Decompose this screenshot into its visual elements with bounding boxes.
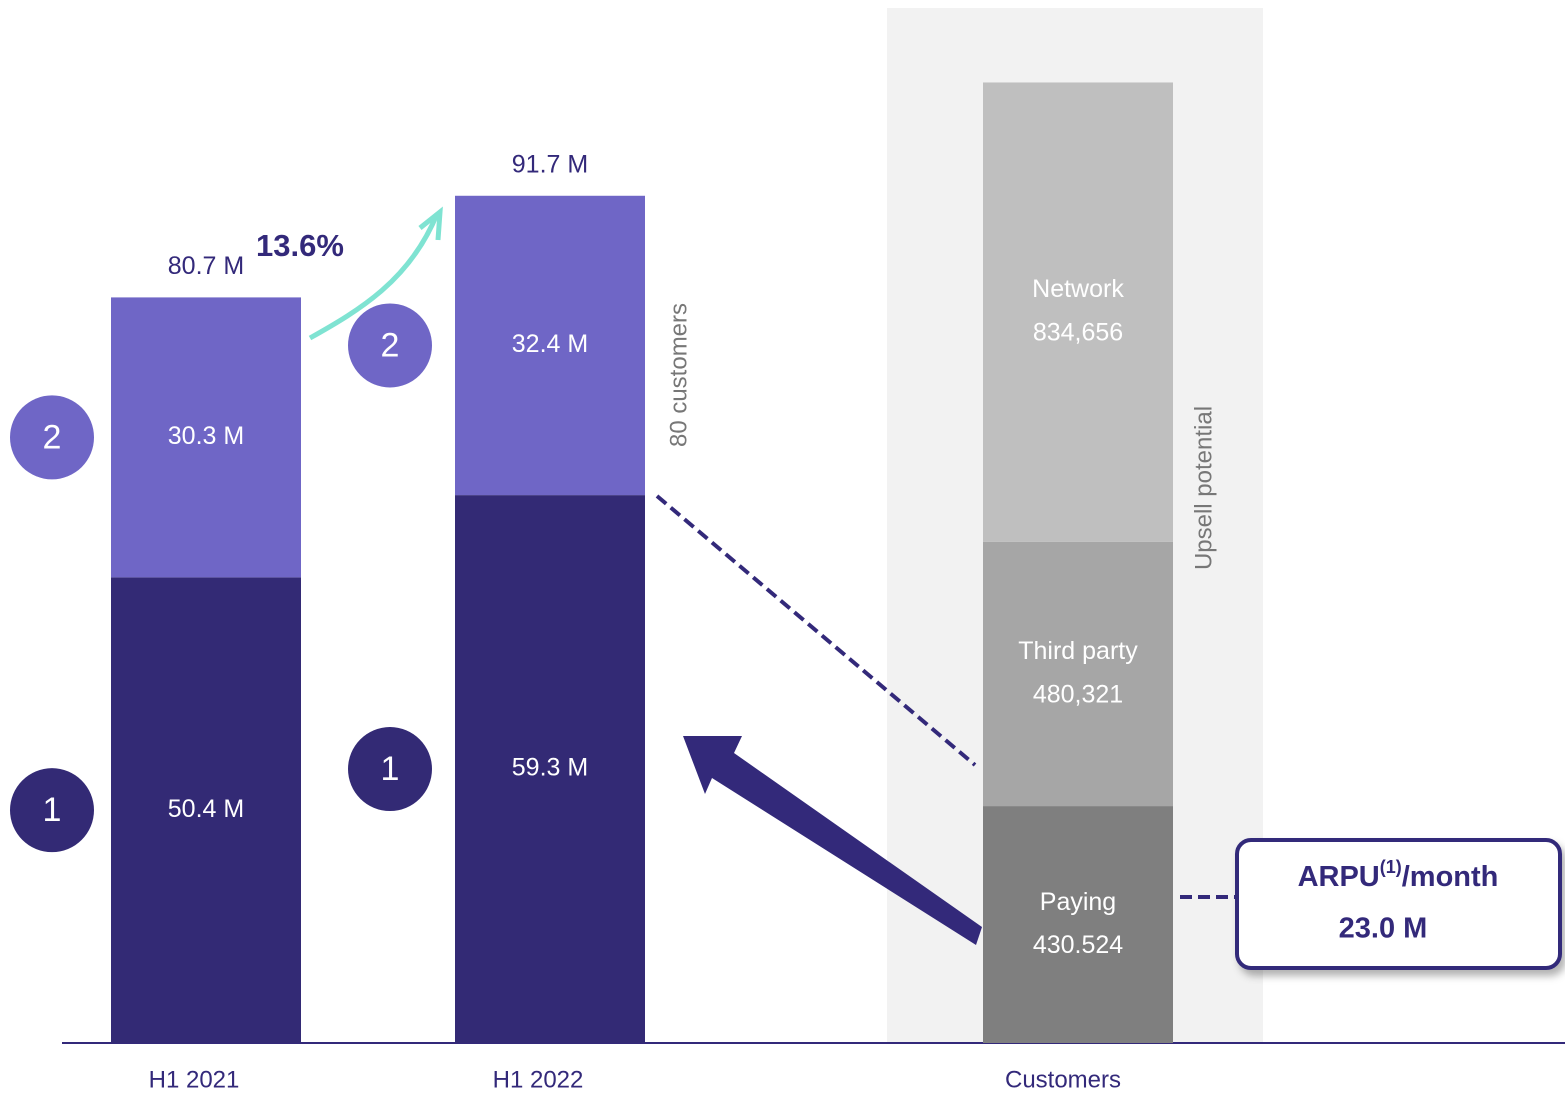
arpu-label-text: ARPU [1298,861,1380,893]
series-badge-label: 2 [381,326,400,364]
segment-label: 834,656 [1033,319,1123,347]
arpu-box [1235,838,1562,970]
segment-label: 30.3 M [168,422,244,450]
segment-name-box: Third party [1018,636,1138,665]
segment-name: Third party [1018,636,1138,665]
x-tick-label: Customers [1005,1066,1121,1093]
segment-label: 480,321 [1033,681,1123,709]
bar-segment [983,541,1173,807]
segment-name: Network [1032,275,1124,304]
segment-label: 50.4 M [168,795,244,823]
series-badge [348,303,432,388]
segment-label: 32.4 M [512,330,588,358]
upsell-label: Upsell potential [1190,406,1217,570]
growth-arrow-head [418,206,443,241]
bar-segment [983,82,1173,542]
segment-label: 430.524 [1033,931,1123,959]
series-badge [10,768,94,853]
growth-arrow [308,213,440,341]
bar-segment [111,297,301,578]
series-badge [10,395,94,480]
link-arrow [683,736,982,945]
bar-segment [111,577,301,1043]
series-badge-label: 2 [43,418,62,456]
arpu-unit: /month [1402,861,1499,893]
bar-segment [455,495,645,1043]
bar-segment [983,806,1173,1043]
segment-name-box: Paying [1039,887,1117,916]
series-badge-label: 1 [43,791,62,829]
segment-name-box: Network [1032,275,1124,304]
growth-label: 13.6% [256,228,344,263]
segment-label: 59.3 M [512,754,588,782]
bar-segment [455,195,645,496]
x-tick-label: H1 2022 [493,1066,584,1093]
dashed-connector [655,494,977,767]
arpu-label: ARPU(1)/month [1298,857,1499,893]
series-badge-label: 1 [381,750,400,788]
customers-note: 80 customers [665,303,692,447]
x-tick-label: H1 2021 [149,1066,240,1093]
arpu-note: (1) [1380,857,1402,877]
total-label: 80.7 M [168,252,244,280]
total-label: 91.7 M [512,150,588,178]
series-badge [348,727,432,812]
segment-name: Paying [1039,887,1117,916]
arpu-value: 23.0 M [1339,913,1428,945]
